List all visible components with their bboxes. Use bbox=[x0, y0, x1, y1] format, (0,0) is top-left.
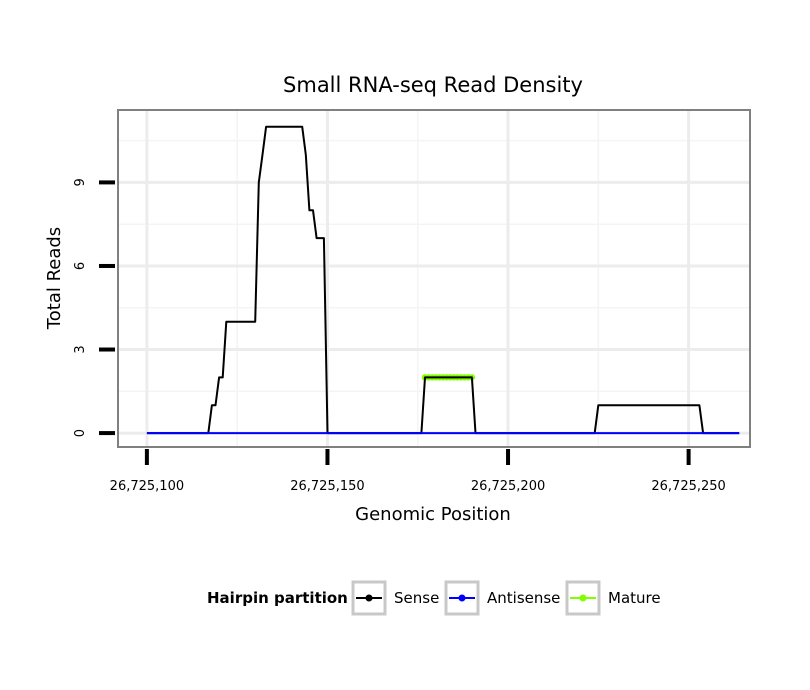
legend: Hairpin partition Sense Antisense Mature bbox=[207, 580, 661, 616]
legend-label-mature: Mature bbox=[608, 589, 661, 607]
y-tick-label: 3 bbox=[73, 345, 88, 353]
x-axis-title: Genomic Position bbox=[355, 504, 511, 525]
y-axis-title: Total Reads bbox=[44, 227, 65, 330]
legend-label-antisense: Antisense bbox=[487, 589, 560, 607]
legend-dot-mature bbox=[579, 594, 587, 602]
axes: 26,725,100 26,725,150 26,725,200 26,725,250… bbox=[73, 178, 726, 494]
plot-panel bbox=[117, 109, 751, 448]
y-tick-label: 9 bbox=[73, 178, 88, 186]
x-tick-label: 26,725,100 bbox=[110, 479, 184, 494]
x-tick-label: 26,725,250 bbox=[651, 479, 725, 494]
legend-label-sense: Sense bbox=[394, 589, 439, 607]
legend-dot-sense bbox=[365, 594, 373, 602]
y-tick-label: 0 bbox=[73, 429, 88, 437]
grid bbox=[118, 110, 750, 447]
legend-dot-antisense bbox=[458, 594, 466, 602]
series-line-sense bbox=[146, 125, 740, 435]
legend-title: Hairpin partition bbox=[207, 589, 348, 607]
x-tick-label: 26,725,200 bbox=[471, 479, 545, 494]
x-tick-label: 26,725,150 bbox=[290, 479, 364, 494]
series-layer bbox=[146, 125, 740, 435]
chart-title: Small RNA-seq Read Density bbox=[283, 73, 583, 97]
y-tick-label: 6 bbox=[73, 262, 88, 270]
